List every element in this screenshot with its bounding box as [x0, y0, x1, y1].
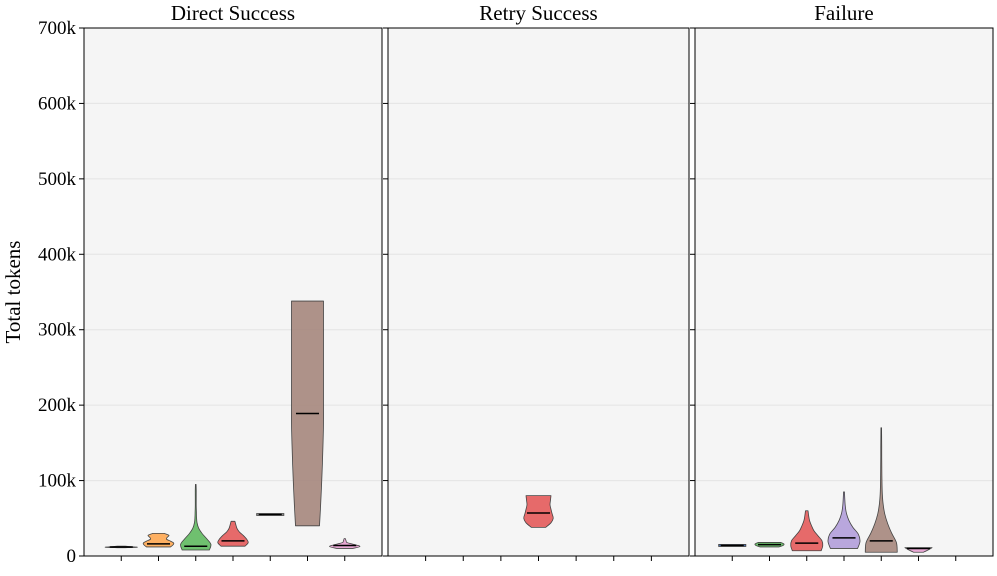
violin-body: [864, 427, 898, 553]
y-tick-label: 700k: [38, 18, 77, 39]
y-tick-label: 100k: [38, 471, 77, 492]
y-tick-label: 300k: [38, 320, 77, 341]
y-axis-title: Total tokens: [1, 241, 25, 344]
violin-body: [827, 491, 861, 549]
panel-1: Retry Success: [383, 1, 690, 561]
y-tick-label: 600k: [38, 93, 77, 114]
violin-body: [790, 510, 824, 552]
panel-2: Failure: [690, 1, 994, 561]
y-tick-label: 200k: [38, 395, 77, 416]
violin-body: [180, 483, 212, 551]
violin-body: [142, 532, 175, 548]
violin-body: [217, 520, 249, 547]
violin-body: [523, 495, 554, 528]
panel-background: [84, 28, 382, 556]
panel-0: Direct Success: [79, 1, 383, 561]
panel-background: [695, 28, 993, 556]
y-tick-labels: 0 100k 200k 300k 400k 500k 600k 700k: [38, 18, 77, 567]
panel-title: Retry Success: [479, 1, 597, 25]
panel-title: Direct Success: [171, 1, 295, 25]
y-tick-label: 400k: [38, 244, 77, 265]
y-tick-label: 0: [67, 546, 77, 567]
panel-background: [388, 28, 689, 556]
y-tick-label: 500k: [38, 169, 77, 190]
panel-title: Failure: [814, 1, 873, 25]
